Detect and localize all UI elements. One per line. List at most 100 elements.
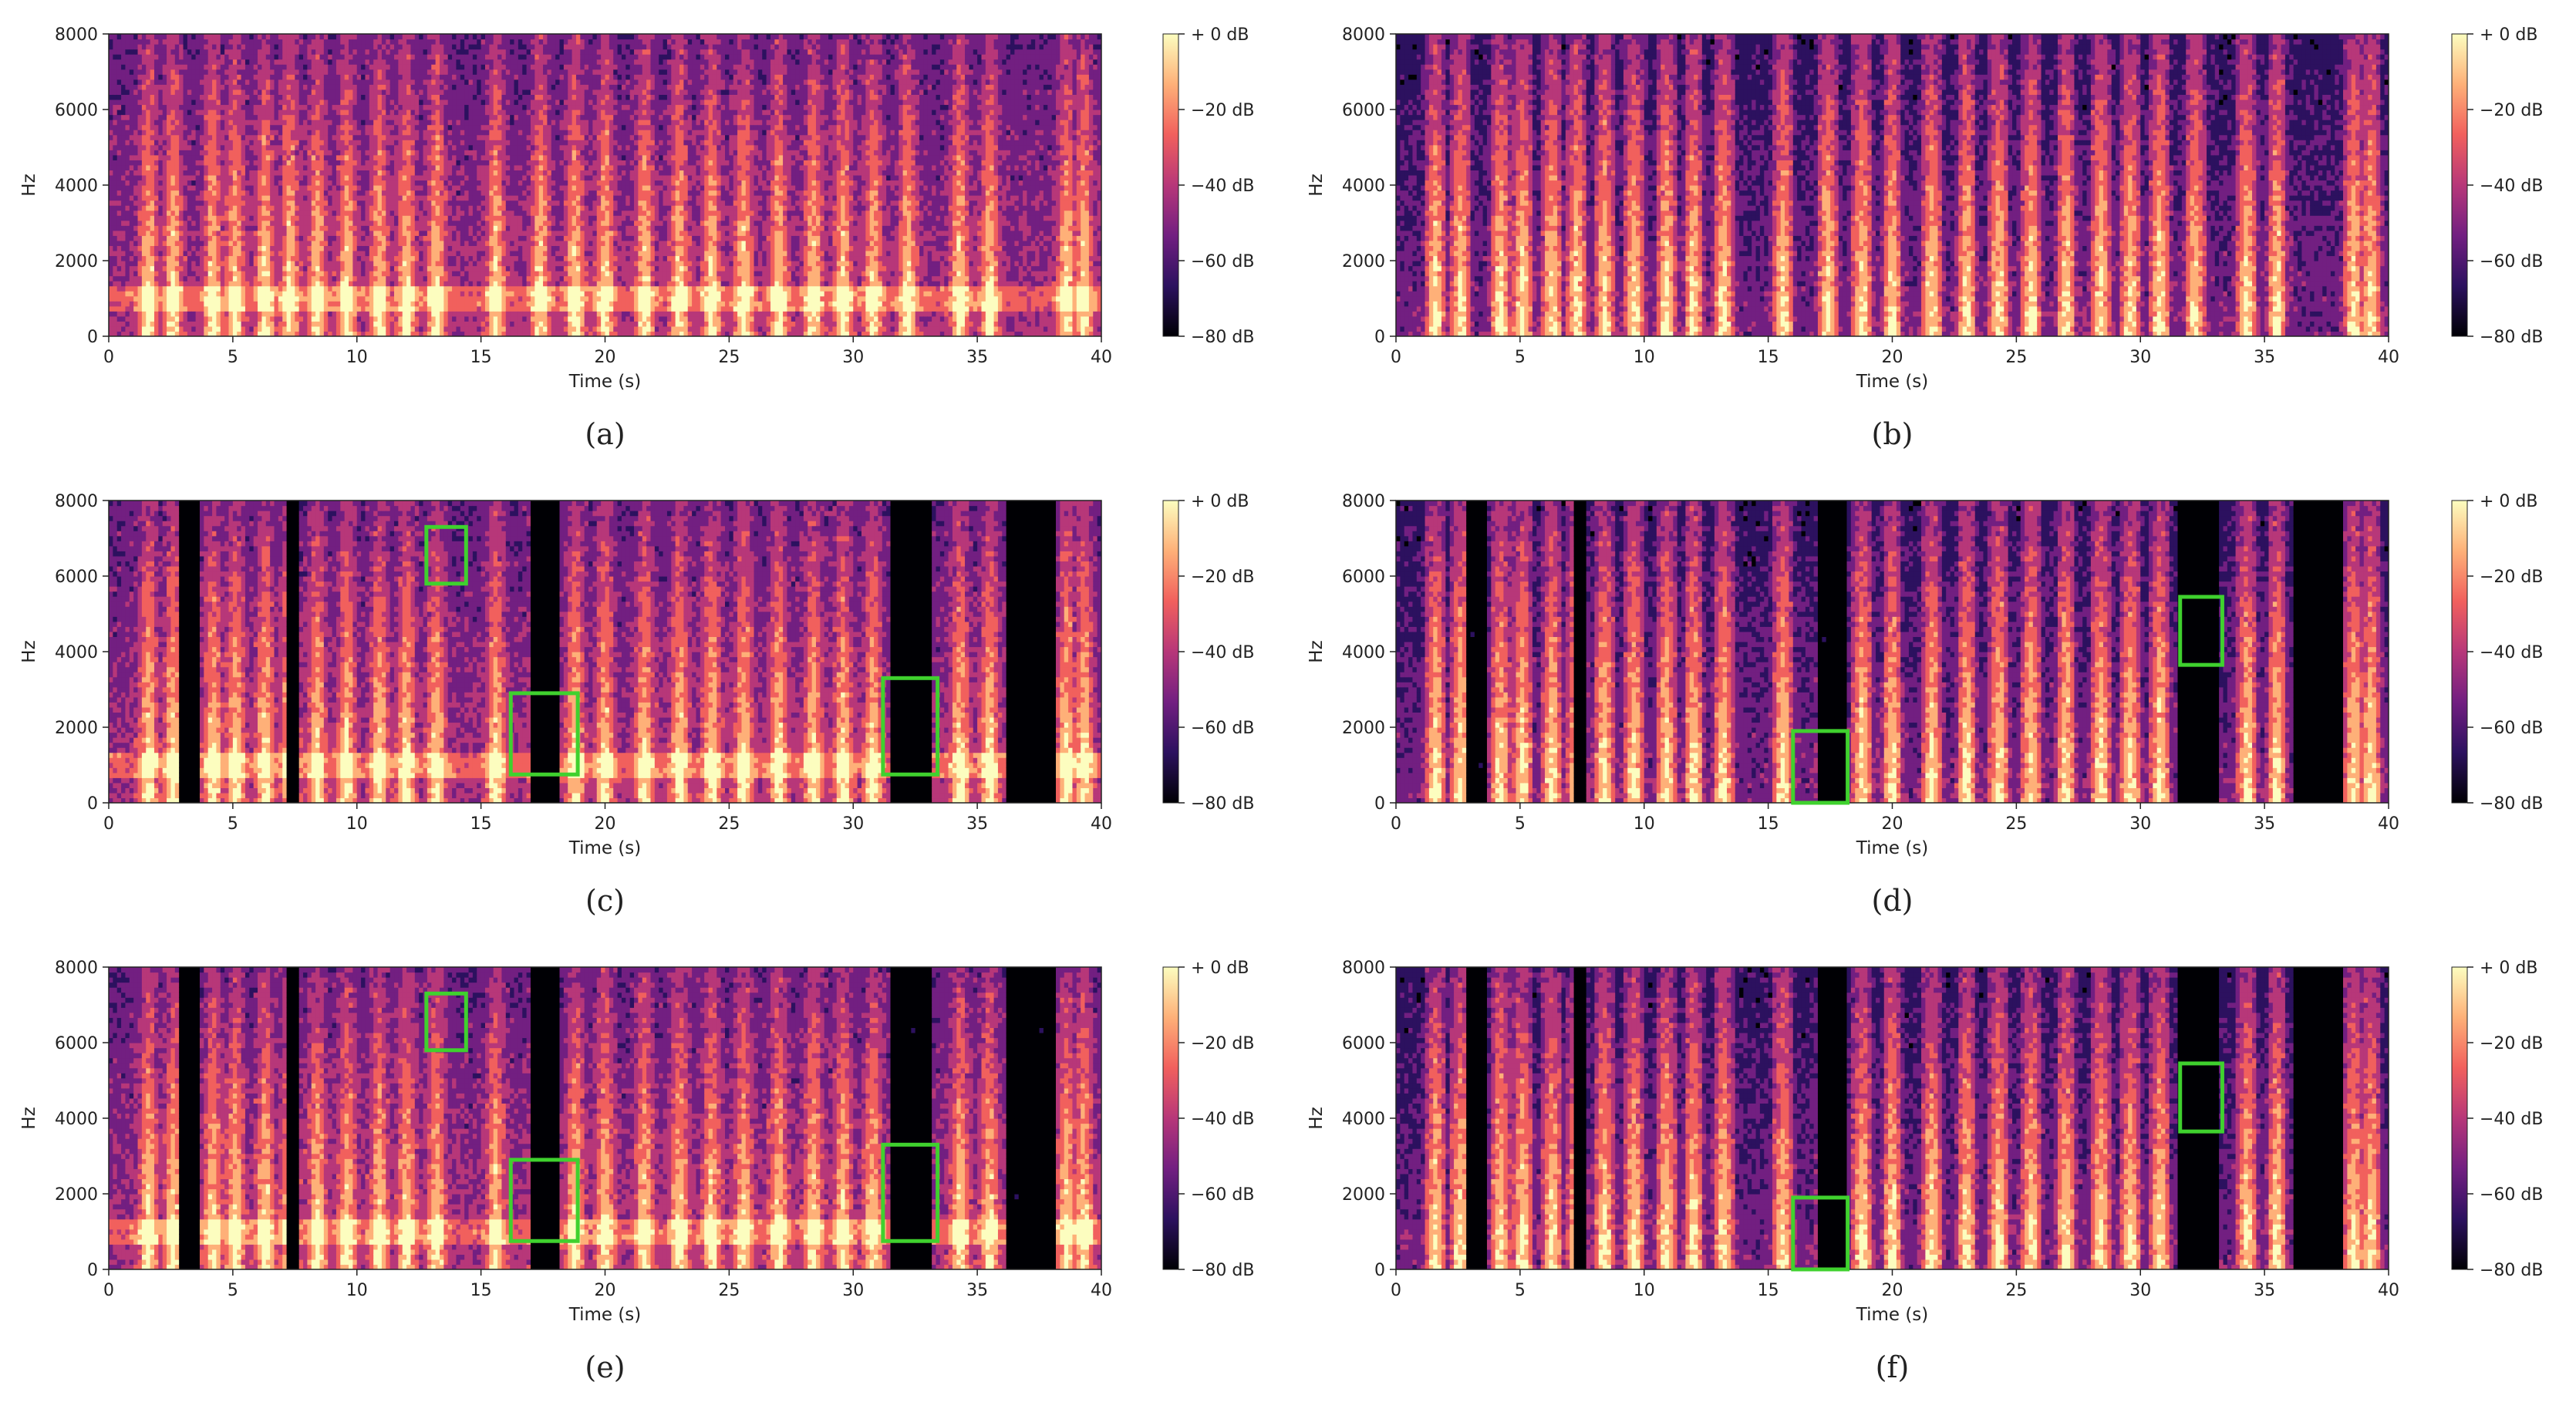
heatmap-cell [378, 301, 383, 306]
heatmap-cell [221, 286, 225, 292]
heatmap-cell [345, 49, 349, 55]
heatmap-cell [287, 281, 292, 286]
heatmap-cell [440, 130, 444, 135]
heatmap-cell [233, 306, 238, 312]
heatmap-cell [282, 211, 287, 216]
heatmap-cell [150, 316, 155, 322]
heatmap-cell [436, 231, 440, 236]
heatmap-cell [287, 326, 292, 332]
heatmap-cell [278, 130, 283, 135]
heatmap-cell [382, 84, 386, 89]
heatmap-cell [150, 241, 155, 246]
heatmap-cell [403, 255, 407, 261]
heatmap-cell [299, 150, 304, 155]
heatmap-cell [403, 266, 407, 271]
heatmap-cell [295, 286, 299, 292]
heatmap-cell [187, 276, 192, 281]
heatmap-cell [319, 326, 324, 332]
heatmap-cell [216, 120, 221, 125]
heatmap-cell [303, 135, 308, 140]
heatmap-cell [365, 180, 369, 185]
heatmap-cell [187, 69, 192, 75]
heatmap-cell [270, 49, 275, 55]
heatmap-cell [150, 195, 155, 201]
heatmap-cell [340, 301, 345, 306]
heatmap-cell [191, 99, 196, 105]
heatmap-cell [254, 110, 258, 115]
heatmap-cell [113, 145, 117, 150]
heatmap-cell [261, 190, 266, 196]
heatmap-cell [125, 251, 130, 256]
heatmap-cell [382, 110, 386, 115]
heatmap-cell [373, 44, 378, 49]
heatmap-cell [361, 231, 366, 236]
heatmap-cell [448, 44, 453, 49]
heatmap-cell [452, 306, 457, 312]
heatmap-cell [390, 89, 395, 95]
heatmap-cell [163, 110, 167, 115]
heatmap-cell [121, 135, 126, 140]
heatmap-cell [275, 115, 279, 120]
heatmap-cell [200, 296, 204, 302]
heatmap-cell [394, 190, 399, 196]
heatmap-cell [436, 276, 440, 281]
heatmap-cell [150, 205, 155, 211]
heatmap-cell [352, 59, 357, 65]
heatmap-cell [233, 301, 238, 306]
heatmap-cell [315, 261, 320, 266]
heatmap-cell [427, 215, 432, 221]
heatmap-cell [299, 39, 304, 45]
heatmap-cell [258, 321, 262, 326]
heatmap-cell [224, 150, 229, 155]
heatmap-cell [175, 145, 180, 150]
heatmap-cell [328, 135, 332, 140]
heatmap-cell [328, 89, 332, 95]
heatmap-cell [352, 185, 357, 190]
heatmap-cell [315, 94, 320, 99]
heatmap-cell [121, 306, 126, 312]
heatmap-cell [229, 94, 234, 99]
heatmap-cell [410, 59, 415, 65]
heatmap-cell [130, 221, 134, 226]
heatmap-cell [229, 195, 234, 201]
heatmap-cell [254, 104, 258, 110]
heatmap-cell [365, 39, 369, 45]
heatmap-cell [410, 301, 415, 306]
heatmap-cell [340, 49, 345, 55]
heatmap-cell [436, 221, 440, 226]
heatmap-cell [241, 150, 246, 155]
heatmap-cell [436, 266, 440, 271]
heatmap-cell [378, 266, 383, 271]
heatmap-cell [258, 110, 262, 115]
heatmap-cell [436, 291, 440, 296]
heatmap-cell [133, 185, 138, 190]
heatmap-cell [216, 321, 221, 326]
heatmap-cell [332, 79, 337, 85]
heatmap-cell [398, 296, 403, 302]
heatmap-cell [142, 190, 147, 196]
heatmap-cell [221, 271, 225, 276]
heatmap-cell [150, 89, 155, 95]
heatmap-cell [440, 326, 444, 332]
heatmap-cell [328, 321, 332, 326]
heatmap-cell [258, 155, 262, 160]
heatmap-cell [440, 190, 444, 196]
heatmap-cell [390, 130, 395, 135]
heatmap-cell [216, 130, 221, 135]
heatmap-cell [142, 89, 147, 95]
heatmap-cell [307, 316, 312, 322]
heatmap-cell [261, 79, 266, 85]
heatmap-cell [349, 286, 353, 292]
heatmap-cell [241, 321, 246, 326]
heatmap-cell [167, 44, 171, 49]
heatmap-cell [216, 59, 221, 65]
heatmap-cell [249, 34, 254, 39]
heatmap-cell [303, 266, 308, 271]
heatmap-cell [352, 306, 357, 312]
heatmap-cell [133, 291, 138, 296]
heatmap-cell [291, 255, 295, 261]
heatmap-cell [443, 291, 448, 296]
heatmap-cell [406, 44, 411, 49]
heatmap-cell [336, 235, 341, 241]
heatmap-cell [431, 59, 436, 65]
